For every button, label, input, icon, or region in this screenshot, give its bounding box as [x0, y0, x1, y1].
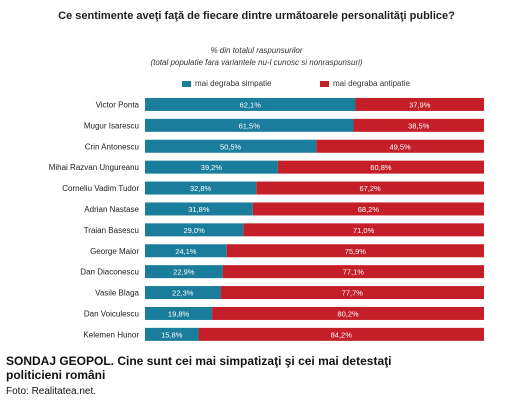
category-label: Mihai Razvan Ungureanu — [49, 163, 139, 172]
legend-label-antipatie: mai degraba antipatie — [333, 79, 410, 88]
bar-simpatie — [145, 265, 223, 279]
category-label: Dan Diaconescu — [80, 268, 139, 277]
stacked-bar-chart: Victor Ponta 62,1% 37,9% Mugur Isarescu 61,5… — [49, 97, 485, 341]
data-label-antipatie: 49,5% — [389, 142, 411, 151]
bar-antipatie — [222, 265, 485, 279]
data-label-antipatie: 38,5% — [408, 121, 430, 130]
category-label: Vasile Blaga — [95, 289, 139, 298]
category-label: Traian Basescu — [84, 226, 139, 235]
bar-antipatie — [243, 223, 484, 237]
bar-antipatie — [316, 139, 484, 153]
data-label-simpatie: 61,5% — [239, 121, 261, 130]
bar-antipatie — [353, 118, 484, 132]
data-label-simpatie: 29,0% — [184, 226, 206, 235]
caption-headline: SONDAJ GEOPOL. Cine sunt cei mai simpati… — [6, 354, 392, 382]
bar-simpatie — [145, 181, 257, 195]
category-label: Adrian Nastase — [84, 205, 139, 214]
data-label-antipatie: 68,2% — [358, 205, 380, 214]
data-label-antipatie: 75,9% — [345, 247, 367, 256]
data-label-antipatie: 80,2% — [337, 309, 359, 318]
bar-antipatie — [277, 160, 484, 174]
bar-antipatie — [220, 286, 485, 300]
chart-title: Ce sentimente aveţi faţă de fiecare dint… — [58, 10, 455, 22]
bar-antipatie — [355, 97, 484, 111]
data-label-antipatie: 77,7% — [342, 289, 364, 298]
category-label: Mugur Isarescu — [84, 121, 139, 130]
legend-item-antipatie: mai degraba antipatie — [320, 79, 410, 88]
chart-subtitle: % din totalul raspunsurilor — [210, 46, 303, 55]
category-label: Corneliu Vadim Tudor — [62, 184, 139, 193]
bar-simpatie — [145, 97, 356, 111]
bar-antipatie — [226, 244, 484, 258]
data-label-simpatie: 31,8% — [188, 205, 210, 214]
legend-item-simpatie: mai degraba simpatie — [182, 79, 271, 88]
data-label-simpatie: 22,3% — [172, 289, 194, 298]
data-label-simpatie: 22,9% — [173, 268, 195, 277]
bar-antipatie — [212, 306, 484, 320]
bar-simpatie — [145, 118, 354, 132]
bar-simpatie — [145, 244, 227, 258]
data-label-simpatie: 39,2% — [201, 163, 223, 172]
legend-label-simpatie: mai degraba simpatie — [195, 79, 272, 88]
chart-subtitle-note: (total populatie fara variantele nu-l cu… — [150, 58, 363, 67]
data-label-simpatie: 32,8% — [190, 184, 212, 193]
bar-simpatie — [145, 286, 221, 300]
bar-antipatie — [256, 181, 484, 195]
category-label: Crin Antonescu — [85, 142, 139, 151]
legend-swatch-simpatie — [182, 80, 191, 87]
bar-simpatie — [145, 223, 244, 237]
data-label-simpatie: 50,5% — [220, 142, 242, 151]
data-label-antipatie: 71,0% — [353, 226, 375, 235]
category-label: Kelemen Hunor — [83, 330, 139, 339]
data-label-simpatie: 62,1% — [240, 100, 262, 109]
data-label-antipatie: 84,2% — [331, 330, 353, 339]
data-label-simpatie: 24,1% — [175, 247, 197, 256]
category-label: Victor Ponta — [96, 100, 140, 109]
legend-swatch-antipatie — [320, 80, 329, 87]
data-label-simpatie: 15,8% — [161, 330, 183, 339]
data-label-antipatie: 67,2% — [359, 184, 381, 193]
data-label-simpatie: 19,8% — [168, 309, 190, 318]
bar-simpatie — [145, 139, 317, 153]
category-label: Dan Voiculescu — [84, 309, 139, 318]
data-label-antipatie: 60,8% — [370, 163, 392, 172]
bar-simpatie — [145, 160, 278, 174]
bar-antipatie — [252, 202, 484, 216]
data-label-antipatie: 37,9% — [409, 100, 431, 109]
caption-source: Foto: Realitatea.net. — [6, 386, 97, 397]
bar-simpatie — [145, 306, 213, 320]
category-label: George Maior — [90, 247, 139, 256]
bar-simpatie — [145, 327, 199, 341]
bar-antipatie — [198, 327, 484, 341]
data-label-antipatie: 77,1% — [343, 268, 365, 277]
bar-simpatie — [145, 202, 253, 216]
